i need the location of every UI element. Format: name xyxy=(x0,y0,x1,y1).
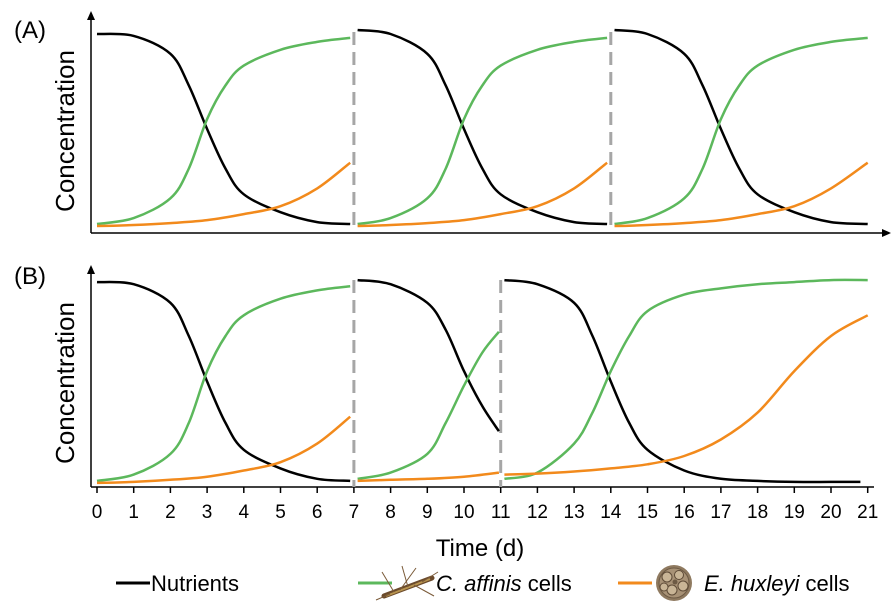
x-tick-label-8: 8 xyxy=(385,502,396,523)
series-nutrients-a-segment-3 xyxy=(614,28,868,226)
y-axis-label-b: Concentration xyxy=(50,302,80,464)
coccolithophore-icon xyxy=(656,565,692,601)
x-tick-label-19: 19 xyxy=(784,502,805,523)
series-nutrients-b-segment-3 xyxy=(504,278,861,484)
x-axis-label: Time (d) xyxy=(436,535,524,562)
series-e-huxleyi-cells-b-segment-2 xyxy=(357,471,500,483)
legend-label-nutrients: Nutrients xyxy=(151,571,239,596)
series-e-huxleyi-cells-a-segment-2 xyxy=(357,161,608,228)
series-e-huxleyi-cells-b-segment-3 xyxy=(504,314,869,476)
plot-area-b xyxy=(96,278,869,487)
y-axis-arrow-a xyxy=(87,11,95,20)
series-c-affinis-cells-a-segment-3 xyxy=(614,36,868,226)
axes-b xyxy=(90,272,874,488)
x-tick-label-15: 15 xyxy=(637,502,658,523)
diatom-chain-icon xyxy=(375,565,439,601)
series-e-huxleyi-cells-a-segment-3 xyxy=(614,161,869,228)
x-tick-label-7: 7 xyxy=(349,502,360,523)
x-tick-label-1: 1 xyxy=(128,502,139,523)
x-tick-label-4: 4 xyxy=(239,502,250,523)
x-tick-label-0: 0 xyxy=(92,502,103,523)
x-tick-label-13: 13 xyxy=(564,502,585,523)
series-nutrients-a-segment-1 xyxy=(96,32,351,226)
axes-a xyxy=(90,18,884,234)
x-tick-label-18: 18 xyxy=(747,502,768,523)
x-tick-label-2: 2 xyxy=(165,502,176,523)
legend-label-e-huxleyi: E. huxleyi cells xyxy=(704,571,850,596)
x-tick-label-6: 6 xyxy=(312,502,323,523)
x-tick-label-10: 10 xyxy=(453,502,474,523)
x-tick-label-20: 20 xyxy=(820,502,841,523)
x-tick-label-17: 17 xyxy=(710,502,731,523)
x-tick-label-5: 5 xyxy=(275,502,286,523)
panel-label-b: (B) xyxy=(14,263,46,290)
x-tick-label-11: 11 xyxy=(491,502,511,523)
y-axis-label-a: Concentration xyxy=(50,50,80,212)
x-tick-label-16: 16 xyxy=(674,502,695,523)
legend-label-c-affinis: C. affinis cells xyxy=(436,571,572,596)
x-tick-label-21: 21 xyxy=(857,502,878,523)
series-c-affinis-cells-b-segment-2 xyxy=(357,331,500,481)
series-e-huxleyi-cells-a-segment-1 xyxy=(96,161,351,228)
series-c-affinis-cells-b-segment-1 xyxy=(96,285,351,483)
panel-label-a: (A) xyxy=(14,17,46,44)
x-ticks: 0 1 2 3 4 5 6 7 8 9 10 11 12 13 14 15 16 17 18 19 20 21 xyxy=(92,487,878,523)
x-tick-label-9: 9 xyxy=(422,502,433,523)
plot-area-a xyxy=(96,28,869,230)
series-nutrients-a-segment-2 xyxy=(357,28,608,226)
x-axis-arrow-a xyxy=(882,229,891,237)
series-e-huxleyi-cells-b-segment-1 xyxy=(96,415,351,485)
series-c-affinis-cells-a-segment-2 xyxy=(357,36,608,226)
x-tick-label-3: 3 xyxy=(202,502,213,523)
series-c-affinis-cells-a-segment-1 xyxy=(96,36,351,226)
series-nutrients-b-segment-1 xyxy=(96,280,351,483)
y-axis-arrow-b xyxy=(87,265,95,274)
series-c-affinis-cells-b-segment-3 xyxy=(504,278,868,481)
x-tick-label-14: 14 xyxy=(600,502,622,523)
series-nutrients-b-segment-2 xyxy=(357,278,500,432)
x-tick-label-12: 12 xyxy=(527,502,548,523)
legend: Nutrients C. affinis cells E. huxleyi ce… xyxy=(116,565,850,601)
